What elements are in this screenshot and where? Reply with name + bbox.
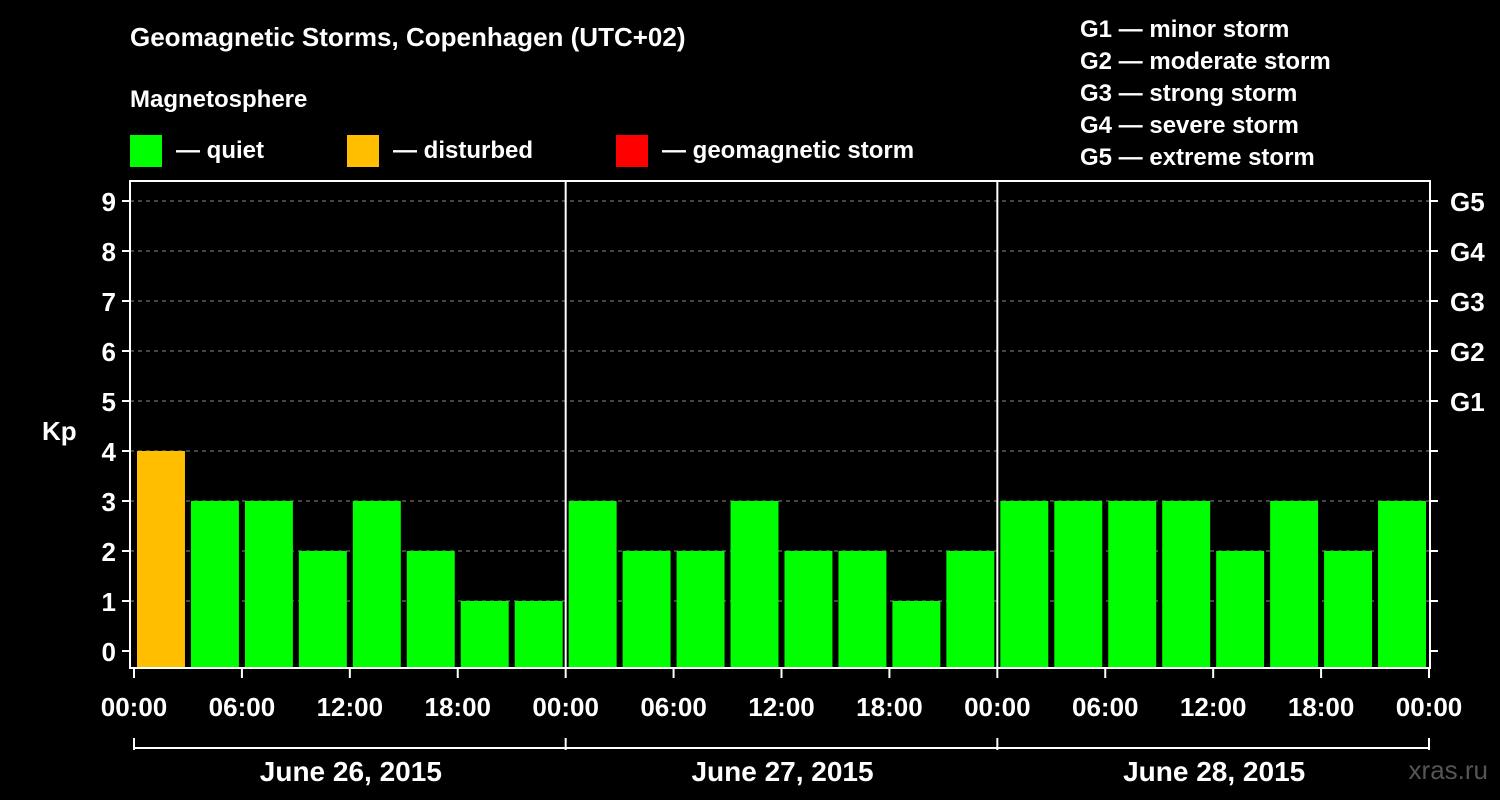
y-axis-label: Kp <box>42 416 77 446</box>
y-tick-label: 1 <box>102 587 116 617</box>
x-tick-label: 06:00 <box>209 692 276 722</box>
x-tick-label: 00:00 <box>532 692 599 722</box>
kp-bar <box>676 551 725 667</box>
disturbed-label: — disturbed <box>393 137 534 164</box>
x-tick-label: 06:00 <box>640 692 707 722</box>
storm-level-g1: G1 — minor storm <box>1080 16 1290 43</box>
kp-bar <box>406 551 455 667</box>
y-tick-label: 0 <box>102 637 116 667</box>
y-tick-label: 6 <box>102 337 116 367</box>
kp-bar <box>622 551 671 667</box>
x-tick-label: 12:00 <box>748 692 815 722</box>
y-tick-label: 7 <box>102 287 116 317</box>
storm-label: — geomagnetic storm <box>662 137 915 164</box>
kp-bar <box>1054 501 1103 667</box>
axes-layer: 0 1 2 3 4 5 6 7 8 9 G1 G2 G3 G4 G5 00:00 06:00 12:00 18:00… <box>101 180 1485 787</box>
storm-swatch <box>616 135 648 167</box>
kp-bar <box>1108 501 1157 667</box>
day-label: June 27, 2015 <box>691 756 873 787</box>
y-tick-label: 5 <box>102 387 116 417</box>
day-label: June 26, 2015 <box>260 756 442 787</box>
y-tick-label: 4 <box>102 437 117 467</box>
storm-level-g3: G3 — strong storm <box>1080 80 1298 107</box>
storm-level-legend: G1 — minor storm G2 — moderate storm G3 … <box>1080 14 1331 174</box>
kp-bar <box>352 501 401 667</box>
storm-level-g5: G5 — extreme storm <box>1080 144 1315 171</box>
y-tick-label: 2 <box>102 537 116 567</box>
kp-bar <box>460 601 509 667</box>
kp-bar <box>730 501 779 667</box>
y-tick-label: 3 <box>102 487 116 517</box>
kp-bar <box>1162 501 1211 667</box>
kp-bar <box>784 551 833 667</box>
quiet-swatch <box>130 135 162 167</box>
kp-bar <box>1324 551 1373 667</box>
bars-layer <box>137 451 1426 667</box>
storm-level-g2: G2 — moderate storm <box>1080 48 1331 75</box>
quiet-label: — quiet <box>176 137 264 164</box>
magnetosphere-label: Magnetosphere <box>130 86 308 113</box>
x-tick-label: 18:00 <box>856 692 923 722</box>
g-level-label: G1 <box>1450 387 1485 417</box>
kp-bar <box>298 551 347 667</box>
plot-frame <box>129 180 1431 669</box>
chart-title: Geomagnetic Storms, Copenhagen (UTC+02) <box>130 22 686 52</box>
kp-bar <box>946 551 995 667</box>
y-tick-label: 8 <box>102 237 116 267</box>
x-tick-label: 06:00 <box>1072 692 1139 722</box>
x-tick-label: 18:00 <box>425 692 492 722</box>
x-tick-label: 00:00 <box>101 692 168 722</box>
x-tick-label: 12:00 <box>1180 692 1247 722</box>
kp-bar <box>137 451 185 667</box>
g-level-label: G2 <box>1450 337 1485 367</box>
kp-bar <box>892 601 941 667</box>
kp-bar <box>1000 501 1049 667</box>
x-tick-label: 00:00 <box>1396 692 1463 722</box>
kp-bar <box>1378 501 1426 667</box>
x-tick-label: 12:00 <box>317 692 384 722</box>
kp-bar <box>190 501 239 667</box>
y-tick-label: 9 <box>102 187 116 217</box>
legend-disturbed: — disturbed <box>347 134 533 168</box>
x-tick-label: 00:00 <box>964 692 1031 722</box>
g-level-label: G5 <box>1450 187 1485 217</box>
kp-bar <box>838 551 887 667</box>
kp-bar <box>1270 501 1319 667</box>
legend-quiet: — quiet <box>130 134 264 168</box>
g-level-label: G4 <box>1450 237 1485 267</box>
disturbed-swatch <box>347 135 379 167</box>
x-tick-label: 18:00 <box>1288 692 1355 722</box>
watermark: xras.ru <box>1408 755 1488 785</box>
kp-bar <box>514 601 563 667</box>
day-label: June 28, 2015 <box>1123 756 1305 787</box>
kp-bar <box>244 501 293 667</box>
storm-level-g4: G4 — severe storm <box>1080 112 1299 139</box>
legend-storm: — geomagnetic storm <box>616 134 914 168</box>
g-level-label: G3 <box>1450 287 1485 317</box>
kp-bar <box>1216 551 1265 667</box>
kp-bar <box>568 501 617 667</box>
